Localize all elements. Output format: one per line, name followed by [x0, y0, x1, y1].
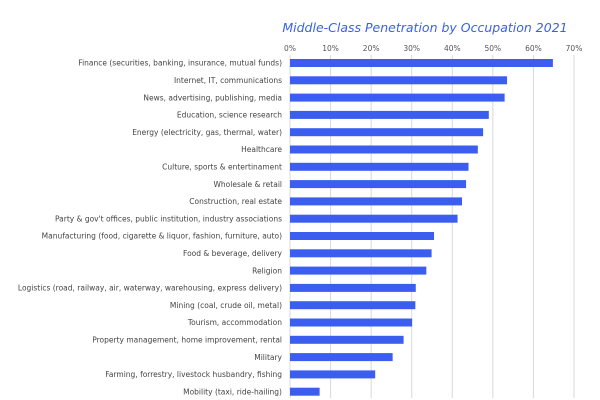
bar	[290, 353, 393, 362]
bar	[290, 370, 376, 379]
x-tick-label: 0%	[284, 44, 296, 53]
bar	[290, 128, 484, 137]
x-tick-label: 40%	[444, 44, 461, 53]
bar	[290, 301, 416, 310]
category-label: Mining (coal, crude oil, metal)	[170, 301, 282, 310]
bar	[290, 197, 463, 206]
bar	[290, 387, 320, 396]
x-tick-label: 50%	[485, 44, 502, 53]
bar	[290, 214, 458, 223]
category-label: Energy (electricity, gas, thermal, water…	[132, 128, 282, 137]
x-tick-label: 20%	[363, 44, 380, 53]
category-label: Culture, sports & entertinament	[162, 163, 282, 172]
bar	[290, 335, 404, 344]
bars	[290, 59, 553, 396]
category-label: Farming, forrestry, livestock husbandry,…	[105, 370, 282, 379]
bar	[290, 110, 489, 119]
gridlines	[289, 55, 575, 398]
bar	[290, 59, 553, 67]
category-label: Religion	[252, 266, 282, 275]
bar	[290, 93, 505, 102]
x-axis-ticks: 0% 10% 20% 30% 40% 50% 60% 70%	[284, 44, 582, 53]
x-tick-label: 30%	[403, 44, 420, 53]
category-label: Property management, home improvement, r…	[92, 336, 282, 345]
category-label: Education, science research	[177, 111, 282, 120]
category-label: News, advertising, publishing, media	[143, 93, 282, 102]
bar	[290, 162, 469, 171]
bar	[290, 180, 467, 189]
bar	[290, 76, 508, 85]
category-label: Food & beverage, delivery	[183, 249, 283, 258]
x-tick-label: 70%	[566, 44, 583, 53]
category-label: Tourism, accommodation	[187, 318, 282, 327]
x-tick-label: 10%	[322, 44, 339, 53]
category-label: Finance (securities, banking, insurance,…	[78, 59, 282, 68]
category-label: Wholesale & retail	[213, 180, 282, 189]
category-label: Manufacturing (food, cigarette & liquor,…	[42, 232, 282, 241]
category-label: Healthcare	[241, 145, 282, 154]
category-label: Military	[254, 353, 282, 362]
category-labels: Finance (securities, banking, insurance,…	[18, 59, 283, 397]
bar	[290, 266, 427, 275]
bar	[290, 249, 432, 258]
bar	[290, 283, 416, 292]
category-label: Mobility (taxi, ride-hailing)	[183, 387, 282, 396]
bar	[290, 232, 435, 240]
category-label: Logistics (road, railway, air, waterway,…	[18, 284, 282, 293]
x-tick-label: 60%	[525, 44, 542, 53]
category-label: Construction, real estate	[189, 197, 282, 206]
category-label: Internet, IT, communications	[174, 76, 282, 85]
category-label: Party & gov't offices, public institutio…	[55, 214, 282, 223]
bar	[290, 145, 478, 154]
bar	[290, 318, 413, 327]
chart-title: Middle-Class Penetration by Occupation 2…	[282, 20, 567, 35]
